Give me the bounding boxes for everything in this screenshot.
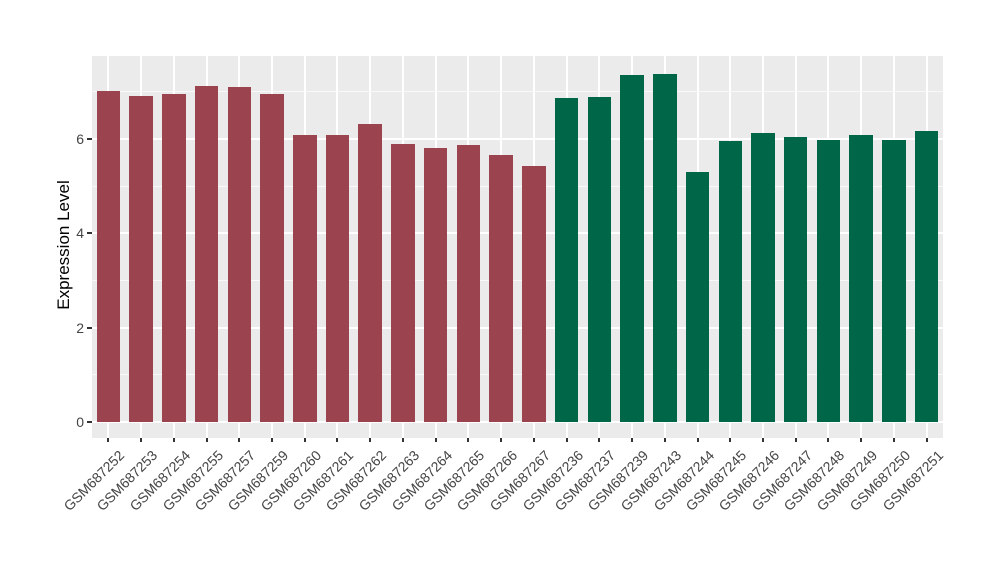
bar-GSM687239 — [620, 74, 644, 422]
bar-GSM687262 — [358, 124, 382, 422]
x-tick-mark — [860, 438, 863, 442]
bar-GSM687264 — [423, 148, 448, 422]
bar-GSM687251 — [914, 131, 939, 422]
x-tick-mark — [729, 438, 732, 442]
x-tick-mark — [925, 438, 928, 442]
y-tick-label: 6 — [76, 131, 84, 148]
x-tick-mark — [827, 438, 830, 442]
x-tick-mark — [532, 438, 535, 442]
major-gridline — [92, 232, 943, 235]
minor-gridline — [92, 185, 943, 187]
x-tick-mark — [401, 438, 404, 442]
major-gridline — [92, 138, 943, 141]
x-tick-mark — [467, 438, 470, 442]
minor-gridline — [92, 374, 943, 376]
x-tick-mark — [140, 438, 143, 442]
bar-GSM687267 — [522, 165, 546, 422]
x-tick-mark — [565, 438, 568, 442]
y-tick-mark — [87, 232, 92, 235]
bar-GSM687249 — [849, 135, 873, 422]
y-axis-title: Expression Level — [54, 180, 73, 310]
bar-GSM687252 — [96, 90, 121, 422]
x-tick-mark — [172, 438, 175, 442]
bar-GSM687266 — [489, 155, 513, 422]
minor-gridline — [92, 91, 943, 93]
bar-GSM687246 — [751, 133, 775, 422]
x-tick-mark — [271, 438, 274, 442]
major-gridline — [92, 421, 943, 423]
bar-GSM687259 — [260, 93, 284, 422]
y-tick-mark — [87, 138, 92, 141]
x-tick-mark — [598, 438, 601, 442]
bar-GSM687248 — [816, 139, 841, 422]
bar-GSM687255 — [194, 85, 219, 422]
y-tick-mark — [87, 421, 92, 423]
y-tick-label: 0 — [76, 414, 84, 430]
x-tick-mark — [663, 438, 666, 442]
bar-GSM687250 — [882, 139, 906, 422]
bar-GSM687243 — [653, 74, 677, 422]
x-tick-mark — [303, 438, 306, 442]
major-gridline — [92, 326, 943, 329]
plot-panel — [92, 56, 943, 438]
x-tick-mark — [205, 438, 208, 442]
bar-GSM687245 — [718, 140, 742, 422]
minor-gridline — [92, 280, 943, 282]
bar-GSM687237 — [587, 96, 612, 422]
bar-GSM687265 — [456, 145, 481, 422]
x-tick-mark — [238, 438, 241, 442]
bar-GSM687244 — [685, 171, 710, 422]
x-tick-mark — [369, 438, 372, 442]
y-tick-label: 2 — [76, 319, 84, 336]
x-tick-mark — [761, 438, 764, 442]
x-tick-mark — [892, 438, 895, 442]
x-tick-mark — [107, 438, 110, 442]
bar-GSM687247 — [783, 136, 808, 422]
bar-GSM687254 — [162, 93, 186, 422]
x-tick-mark — [631, 438, 634, 442]
bar-GSM687253 — [129, 95, 153, 422]
bar-GSM687263 — [391, 143, 415, 422]
bar-GSM687236 — [554, 97, 579, 422]
bar-GSM687257 — [227, 86, 252, 422]
x-tick-mark — [336, 438, 339, 442]
x-tick-mark — [434, 438, 437, 442]
bar-GSM687261 — [325, 134, 350, 422]
y-tick-label: 4 — [76, 225, 84, 242]
x-tick-mark — [696, 438, 699, 442]
bar-GSM687260 — [293, 134, 317, 422]
y-tick-mark — [87, 326, 92, 329]
x-tick-mark — [500, 438, 503, 442]
x-tick-mark — [794, 438, 797, 442]
